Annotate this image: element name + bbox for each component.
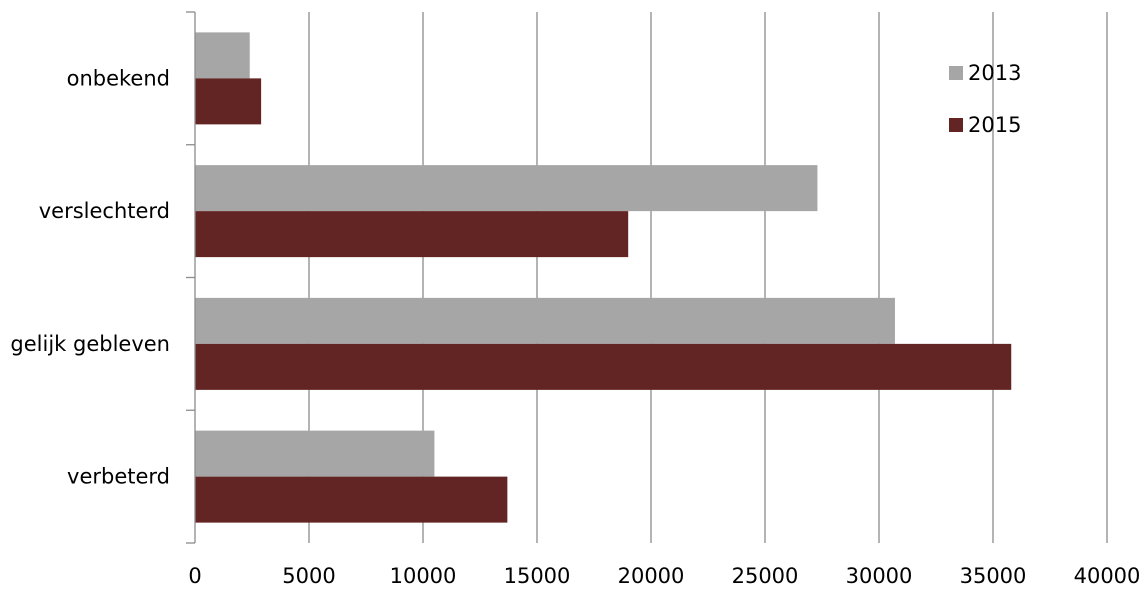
bar-2015-verbeterd	[195, 476, 508, 523]
tick-label: 25000	[732, 564, 799, 588]
tick-label: 5000	[282, 564, 335, 588]
tick-label: 40000	[1074, 564, 1141, 588]
category-axis	[186, 11, 196, 544]
category-label: verbeterd	[67, 465, 170, 489]
value-axis-tick-labels: 0 5000 10000 15000 20000 25000 30000 35000 40000	[188, 564, 1140, 588]
bars	[195, 32, 1012, 523]
tick-label: 30000	[846, 564, 913, 588]
gridlines	[308, 12, 1108, 543]
bar-2013-gelijk-gebleven	[195, 297, 895, 344]
tick-label: 10000	[390, 564, 457, 588]
tick-label: 35000	[960, 564, 1027, 588]
category-label: gelijk gebleven	[10, 332, 170, 356]
category-labels: verbeterd gelijk gebleven verslechterd onbe…	[10, 66, 170, 488]
tick-label: 0	[188, 564, 201, 588]
category-label: verslechterd	[39, 199, 170, 223]
category-label: onbekend	[67, 66, 170, 90]
bar-2013-verbeterd	[195, 430, 435, 477]
legend-swatch	[949, 118, 963, 132]
bar-2015-onbekend	[195, 78, 262, 125]
legend-swatch	[949, 66, 963, 80]
bar-2015-verslechterd	[195, 211, 629, 258]
legend: 2013 2015	[949, 61, 1021, 137]
bar-2013-verslechterd	[195, 165, 818, 212]
bar-2015-gelijk-gebleven	[195, 343, 1012, 390]
legend-label: 2015	[968, 113, 1021, 137]
legend-label: 2013	[968, 61, 1021, 85]
tick-label: 20000	[618, 564, 685, 588]
tick-label: 15000	[504, 564, 571, 588]
bar-2013-onbekend	[195, 32, 250, 79]
